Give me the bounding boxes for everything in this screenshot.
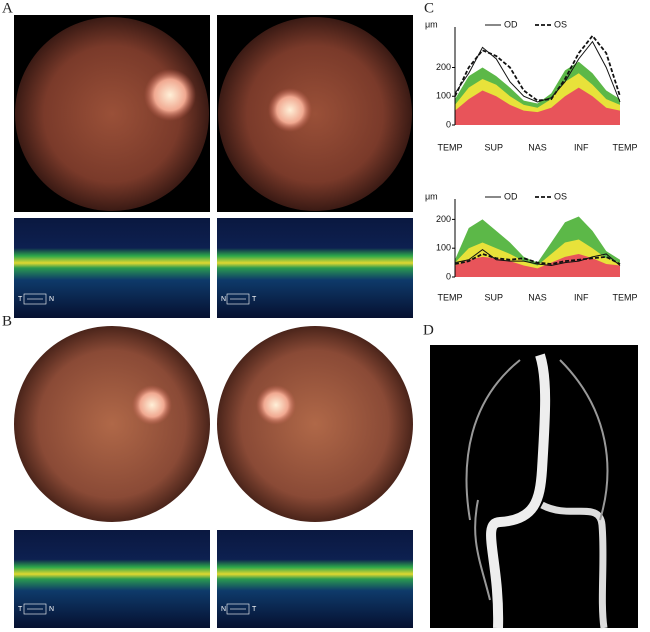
- panel-d: D: [423, 322, 638, 629]
- y-tick-label: 0: [446, 119, 451, 129]
- oct-orientation-box: [23, 603, 47, 615]
- legend-label: OS: [554, 19, 567, 29]
- panel-label: A: [2, 0, 13, 16]
- y-tick-label: 0: [446, 271, 451, 281]
- optic-disc: [256, 385, 296, 425]
- fundus: [218, 17, 412, 211]
- oct-side-label: N: [49, 606, 54, 613]
- y-unit: μm: [425, 19, 438, 29]
- oct-side-label: N: [221, 296, 226, 303]
- x-tick-label: NAS: [528, 142, 547, 152]
- panel-label: B: [2, 313, 12, 329]
- y-tick-label: 100: [436, 91, 451, 101]
- oct-orientation-box: [226, 293, 250, 305]
- vessel: [465, 359, 609, 601]
- oct-scan: [217, 530, 413, 628]
- oct-side-label: T: [252, 606, 257, 613]
- optic-disc: [268, 88, 312, 132]
- x-tick-label: TEMP: [612, 292, 637, 302]
- oct-side-label: N: [49, 296, 54, 303]
- vessel: [540, 501, 608, 629]
- oct-side-label: T: [18, 296, 23, 303]
- vessel: [486, 353, 551, 629]
- x-tick-label: SUP: [484, 142, 503, 152]
- oct-side-label: T: [252, 296, 257, 303]
- x-tick-label: NAS: [528, 292, 547, 302]
- x-tick-label: TEMP: [437, 142, 462, 152]
- legend-label: OD: [504, 19, 518, 29]
- x-tick-label: TEMP: [612, 142, 637, 152]
- panel-a: A: [2, 0, 413, 318]
- series-line: [454, 249, 621, 266]
- oct-side-label: T: [18, 606, 23, 613]
- series-line: [454, 252, 621, 265]
- x-tick-label: TEMP: [437, 292, 462, 302]
- x-tick-label: SUP: [484, 292, 503, 302]
- series-line: [454, 40, 621, 103]
- panel-b: B: [2, 313, 413, 628]
- oct-orientation-box: [23, 293, 47, 305]
- fundus: [15, 17, 209, 211]
- optic-disc: [144, 69, 196, 121]
- panel-c: C: [424, 0, 434, 16]
- panel-label: C: [424, 0, 434, 16]
- x-tick-label: INF: [574, 142, 589, 152]
- oct-scan: [14, 530, 210, 628]
- y-tick-label: 200: [436, 214, 451, 224]
- x-tick-label: INF: [574, 292, 589, 302]
- y-tick-label: 200: [436, 62, 451, 72]
- y-unit: μm: [425, 191, 438, 201]
- fundus: [217, 326, 413, 522]
- legend-label: OD: [504, 191, 518, 201]
- legend-label: OS: [554, 191, 567, 201]
- norm-band: [455, 87, 620, 125]
- oct-scan: [14, 218, 210, 318]
- panel-label: D: [423, 322, 434, 338]
- oct-scan: [217, 218, 413, 318]
- optic-disc: [132, 385, 172, 425]
- y-tick-label: 100: [436, 243, 451, 253]
- fundus: [14, 326, 210, 522]
- oct-side-label: N: [221, 606, 226, 613]
- oct-orientation-box: [226, 603, 250, 615]
